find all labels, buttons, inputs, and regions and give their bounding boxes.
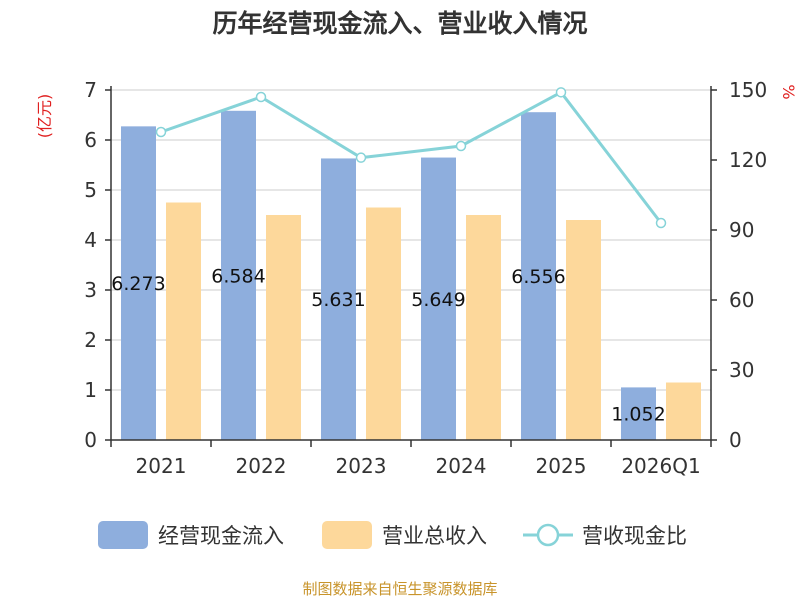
bar-cashflow (221, 110, 256, 441)
legend-label-revenue: 营业总收入 (382, 524, 487, 548)
line-ratio (160, 90, 663, 224)
bar-cashflow (421, 157, 456, 441)
data-label-cashflow: 5.649 (411, 289, 465, 311)
bar-cashflow (121, 126, 156, 440)
x-tick-label: 2021 (136, 454, 187, 478)
bar-cashflow (321, 158, 356, 440)
right-tick-label: 150 (729, 78, 767, 102)
left-axis-ticks: 0 1 2 3 4 5 6 7 (84, 78, 111, 452)
bars (121, 110, 701, 441)
right-axis-ticks: 0 30 60 90 120 150 (711, 78, 767, 452)
line-point-ratio (255, 91, 267, 103)
data-label-cashflow: 6.273 (111, 273, 165, 295)
left-tick-label: 1 (84, 378, 97, 402)
left-tick-label: 4 (84, 228, 97, 252)
legend-item-ratio: 营收现金比 (523, 523, 687, 548)
bar-cashflow (521, 112, 556, 440)
gridlines (111, 89, 711, 391)
legend-label-ratio: 营收现金比 (582, 524, 687, 548)
legend-swatch-revenue (322, 521, 372, 549)
chart-title: 历年经营现金流入、营业收入情况 (212, 9, 587, 38)
bar-revenue (466, 215, 501, 440)
data-label-cashflow: 5.631 (311, 289, 365, 311)
left-tick-label: 5 (84, 178, 97, 202)
legend: 经营现金流入 营业总收入 营收现金比 (98, 521, 687, 549)
data-labels: 6.273 6.584 5.631 5.649 6.556 1.052 (111, 265, 665, 425)
x-tick-label: 2026Q1 (621, 454, 700, 478)
line-point-ratio (155, 126, 167, 138)
bar-revenue (266, 215, 301, 440)
legend-marker-ratio (536, 523, 560, 547)
bar-revenue (666, 382, 701, 440)
bar-revenue (566, 220, 601, 440)
bar-revenue (366, 207, 401, 440)
line-point-ratio (555, 87, 567, 98)
bar-revenue (166, 202, 201, 440)
x-axis-ticks: 2021 2022 2023 2024 2025 2026Q1 (110, 440, 712, 478)
x-tick-label: 2025 (536, 454, 587, 478)
x-tick-label: 2022 (236, 454, 287, 478)
right-axis-unit: % (779, 84, 798, 99)
data-label-cashflow: 1.052 (611, 404, 665, 426)
left-axis-unit: (亿元) (35, 94, 54, 139)
line-point-ratio (455, 140, 467, 152)
right-tick-label: 90 (729, 218, 754, 242)
bar-cashflow (621, 387, 656, 440)
x-tick-label: 2023 (336, 454, 387, 478)
legend-item-revenue: 营业总收入 (322, 521, 487, 549)
line-point-ratio (655, 217, 667, 229)
right-tick-label: 30 (729, 358, 754, 382)
right-tick-label: 60 (729, 288, 754, 312)
left-tick-label: 2 (84, 328, 97, 352)
legend-label-cashflow: 经营现金流入 (158, 524, 284, 548)
left-tick-label: 7 (84, 78, 97, 102)
line-point-ratio (355, 152, 367, 163)
right-tick-label: 0 (729, 428, 742, 452)
x-tick-label: 2024 (436, 454, 487, 478)
left-tick-label: 0 (84, 428, 97, 452)
legend-swatch-cashflow (98, 521, 148, 549)
line-series (155, 87, 667, 229)
right-tick-label: 120 (729, 148, 767, 172)
source-note: 制图数据来自恒生聚源数据库 (302, 580, 497, 598)
legend-item-cashflow: 经营现金流入 (98, 521, 284, 549)
data-label-cashflow: 6.556 (511, 266, 565, 288)
data-label-cashflow: 6.584 (211, 265, 265, 287)
left-tick-label: 3 (84, 278, 97, 302)
left-tick-label: 6 (84, 128, 97, 152)
